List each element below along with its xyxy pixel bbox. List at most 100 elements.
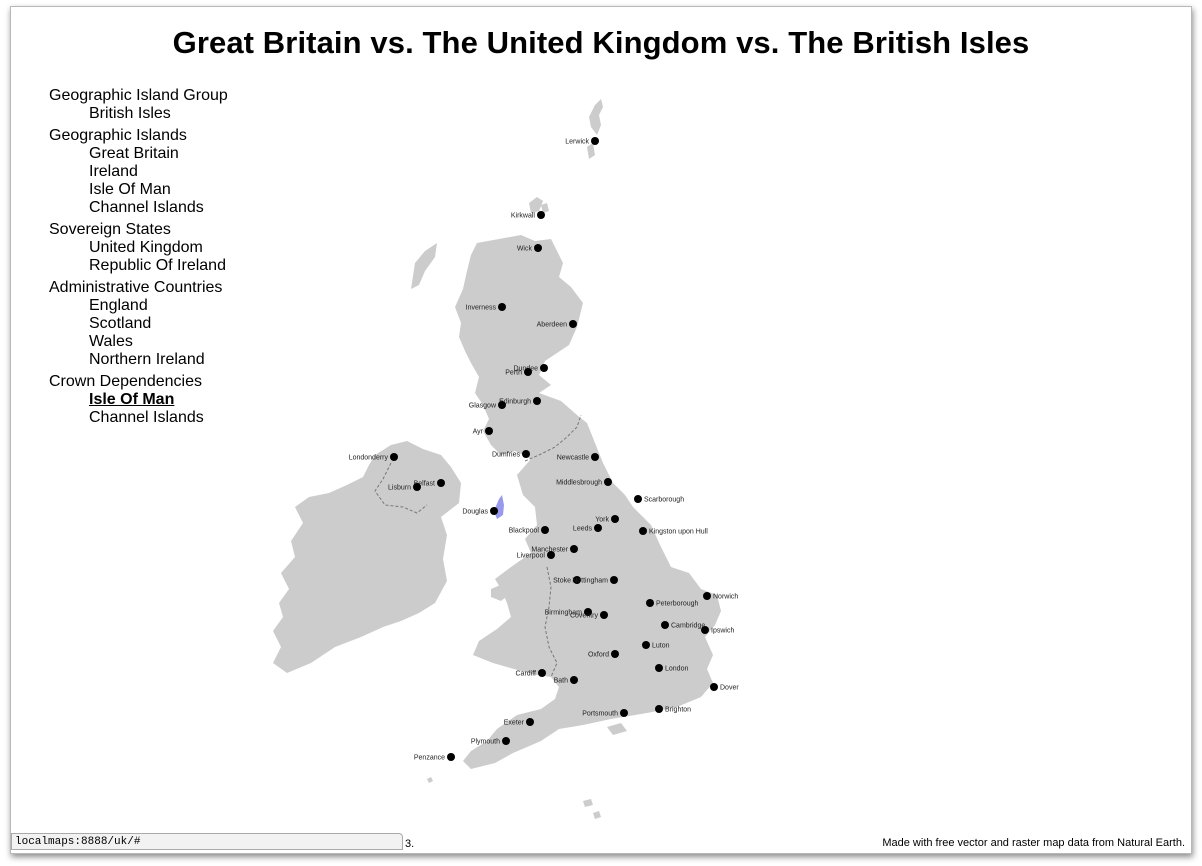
isle-of-wight-landmass — [607, 723, 627, 735]
hebrides-landmass — [411, 243, 437, 289]
orkney-landmass — [529, 197, 549, 213]
category-nav: Geographic Island Group British Isles Ge… — [49, 87, 309, 431]
city-dot-inverness — [498, 303, 506, 311]
nav-group-label: Geographic Islands — [49, 127, 187, 144]
ireland-ni-border — [374, 462, 428, 514]
city-label-scarborough: Scarborough — [644, 497, 684, 504]
city-dot-exeter — [526, 718, 534, 726]
channel-islands-landmass — [583, 799, 601, 819]
city-label-leeds: Leeds — [573, 526, 593, 533]
city-dot-edinburgh — [533, 397, 541, 405]
city-dot-lerwick — [591, 137, 599, 145]
city-dot-portsmouth — [620, 709, 628, 717]
scotland-england-border — [524, 414, 582, 462]
city-label-inverness: Inverness — [466, 305, 497, 312]
nav-group-sovereign-states: Sovereign States United Kingdom Republic… — [49, 221, 309, 275]
city-label-dumfries: Dumfries — [492, 452, 521, 459]
nav-item-great-britain[interactable]: Great Britain — [89, 145, 179, 162]
city-label-kingston-upon-hull: Kingston upon Hull — [649, 529, 708, 536]
city-label-manchester: Manchester — [531, 547, 568, 554]
city-dot-kingston-upon-hull — [639, 527, 647, 535]
city-dot-middlesbrough — [604, 478, 612, 486]
nav-item-isle-of-man-island[interactable]: Isle Of Man — [89, 181, 171, 198]
city-dot-coventry — [600, 611, 608, 619]
city-label-wick: Wick — [517, 246, 533, 253]
city-dot-kirkwall — [537, 211, 545, 219]
city-label-plymouth: Plymouth — [471, 739, 500, 746]
nav-item-scotland[interactable]: Scotland — [89, 315, 152, 332]
footnote-number: 3. — [405, 838, 415, 850]
city-dot-london — [655, 664, 663, 672]
nav-item-channel-islands-dependency[interactable]: Channel Islands — [89, 409, 204, 426]
great-britain-landmass — [455, 235, 721, 769]
city-dot-lisburn — [413, 483, 421, 491]
city-dot-ipswich — [701, 626, 709, 634]
city-label-liverpool: Liverpool — [517, 553, 546, 560]
shetland-landmass — [587, 99, 603, 159]
nav-group-label: Geographic Island Group — [49, 87, 228, 104]
city-label-londonderry: Londonderry — [349, 455, 389, 462]
city-label-middlesbrough: Middlesbrough — [556, 480, 602, 487]
nav-group-crown-dependencies: Crown Dependencies Isle Of Man Channel I… — [49, 373, 309, 427]
city-dot-penzance — [447, 753, 455, 761]
city-label-douglas: Douglas — [462, 509, 488, 516]
nav-group-island-group: Geographic Island Group British Isles — [49, 87, 309, 123]
city-label-peterborough: Peterborough — [656, 601, 699, 608]
city-dot-perth — [524, 368, 532, 376]
nav-item-england[interactable]: England — [89, 297, 148, 314]
england-wales-border — [544, 566, 558, 678]
city-label-luton: Luton — [652, 643, 670, 650]
nav-group-label: Administrative Countries — [49, 279, 223, 296]
city-dot-scarborough — [634, 495, 642, 503]
nav-item-northern-ireland[interactable]: Northern Ireland — [89, 351, 205, 368]
city-dot-luton — [642, 641, 650, 649]
city-label-portsmouth: Portsmouth — [582, 711, 618, 718]
city-dot-londonderry — [390, 453, 398, 461]
ireland-landmass — [273, 441, 461, 673]
city-label-aberdeen: Aberdeen — [537, 322, 567, 329]
nav-item-isle-of-man-dependency[interactable]: Isle Of Man — [89, 391, 175, 408]
city-dot-stoke — [573, 576, 581, 584]
city-markers: LerwickKirkwallWickInvernessAberdeenDund… — [349, 137, 739, 762]
city-dot-liverpool — [547, 551, 555, 559]
city-dot-york — [611, 515, 619, 523]
city-label-glasgow: Glasgow — [469, 403, 497, 410]
nav-group-islands: Geographic Islands Great Britain Ireland… — [49, 127, 309, 217]
city-label-oxford: Oxford — [588, 652, 609, 659]
city-dot-aberdeen — [569, 320, 577, 328]
city-dot-glasgow — [498, 401, 506, 409]
city-dot-ayr — [485, 427, 493, 435]
nav-item-ireland[interactable]: Ireland — [89, 163, 138, 180]
city-dot-blackpool — [541, 526, 549, 534]
city-dot-nottingham — [610, 576, 618, 584]
nav-item-united-kingdom[interactable]: United Kingdom — [89, 239, 203, 256]
city-label-london: London — [665, 666, 688, 673]
city-label-newcastle: Newcastle — [557, 455, 589, 462]
city-label-coventry: Coventry — [570, 613, 599, 620]
city-dot-brighton — [655, 705, 663, 713]
city-dot-douglas — [490, 507, 498, 515]
nav-item-republic-of-ireland[interactable]: Republic Of Ireland — [89, 257, 226, 274]
british-isles-map[interactable]: LerwickKirkwallWickInvernessAberdeenDund… — [11, 7, 1191, 853]
city-label-cardiff: Cardiff — [516, 671, 537, 678]
nav-group-admin-countries: Administrative Countries England Scotlan… — [49, 279, 309, 369]
city-label-exeter: Exeter — [504, 720, 525, 727]
city-dot-plymouth — [502, 737, 510, 745]
city-dot-dundee — [540, 364, 548, 372]
nav-item-wales[interactable]: Wales — [89, 333, 133, 350]
city-label-brighton: Brighton — [665, 707, 691, 714]
city-label-perth: Perth — [505, 370, 522, 377]
city-dot-cardiff — [538, 669, 546, 677]
nav-item-british-isles[interactable]: British Isles — [89, 105, 171, 122]
city-label-kirkwall: Kirkwall — [511, 213, 536, 220]
city-label-blackpool: Blackpool — [509, 528, 540, 535]
page-title: Great Britain vs. The United Kingdom vs.… — [172, 25, 1030, 60]
city-label-edinburgh: Edinburgh — [499, 399, 531, 406]
city-label-york: York — [595, 517, 609, 524]
city-label-dover: Dover — [720, 685, 739, 692]
anglesey-landmass — [491, 583, 511, 601]
nav-item-channel-islands-island[interactable]: Channel Islands — [89, 199, 204, 216]
city-dot-bath — [570, 676, 578, 684]
city-dot-wick — [534, 244, 542, 252]
city-dot-newcastle — [591, 453, 599, 461]
